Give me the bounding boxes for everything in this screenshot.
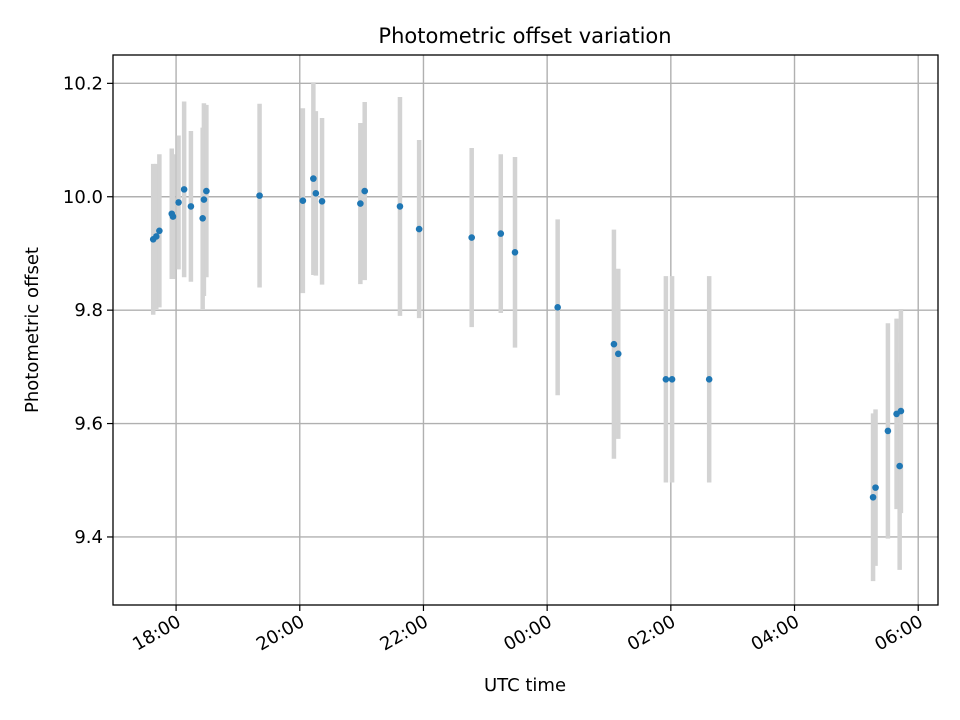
x-axis-title: UTC time bbox=[484, 675, 566, 696]
data-point bbox=[187, 203, 195, 210]
data-point bbox=[396, 203, 404, 210]
y-tick-label: 9.4 bbox=[74, 527, 103, 548]
data-point bbox=[896, 462, 903, 470]
y-tick-label: 10.2 bbox=[63, 73, 103, 94]
data-point bbox=[203, 187, 210, 195]
data-point bbox=[312, 190, 320, 197]
data-point bbox=[614, 350, 622, 358]
y-tick-label: 9.8 bbox=[74, 300, 103, 321]
data-point bbox=[705, 376, 713, 383]
data-point bbox=[199, 214, 206, 222]
data-point bbox=[511, 249, 519, 256]
data-point bbox=[610, 340, 618, 348]
plot-frame bbox=[112, 54, 939, 606]
data-point bbox=[897, 407, 905, 415]
data-point bbox=[169, 213, 177, 220]
data-point bbox=[415, 225, 423, 233]
data-point bbox=[668, 376, 676, 383]
data-point bbox=[361, 187, 369, 195]
data-point bbox=[156, 227, 163, 235]
data-point bbox=[310, 175, 317, 182]
y-tick-label: 10.0 bbox=[63, 187, 103, 208]
data-point bbox=[497, 230, 505, 237]
data-point bbox=[872, 484, 879, 491]
data-point bbox=[869, 493, 877, 501]
data-point bbox=[884, 427, 892, 435]
data-points bbox=[149, 175, 905, 501]
data-point bbox=[662, 376, 670, 383]
y-axis-title: Photometric offset bbox=[22, 247, 43, 413]
y-tick-label: 9.6 bbox=[74, 414, 103, 435]
data-point bbox=[357, 200, 364, 207]
data-point bbox=[180, 186, 188, 193]
data-point bbox=[152, 233, 160, 240]
data-point bbox=[256, 192, 263, 199]
data-point bbox=[299, 197, 307, 205]
data-point bbox=[200, 196, 208, 203]
data-point bbox=[175, 199, 182, 206]
data-point bbox=[318, 197, 326, 205]
data-point bbox=[554, 304, 561, 311]
y-axis-ticks: 9.4 9.6 9.8 10.0 10.2 bbox=[63, 73, 113, 548]
chart-title: Photometric offset variation bbox=[378, 24, 671, 48]
data-point bbox=[468, 234, 475, 241]
